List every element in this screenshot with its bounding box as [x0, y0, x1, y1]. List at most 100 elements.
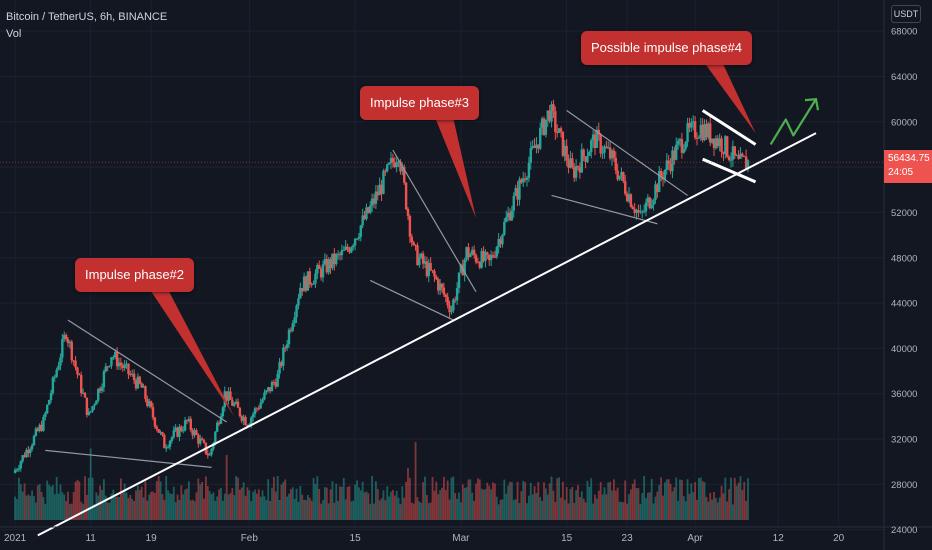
candle-body	[420, 253, 423, 258]
volume-bar	[305, 500, 307, 520]
volume-bar	[560, 497, 562, 520]
volume-bar	[408, 477, 411, 520]
volume-bar	[510, 482, 513, 520]
volume-bar	[720, 485, 723, 520]
candle-body	[646, 197, 650, 203]
candle-body	[63, 334, 66, 340]
candle-body	[274, 382, 277, 387]
candle-body	[244, 416, 247, 426]
volume-bar	[155, 480, 158, 520]
volume-bar	[548, 483, 551, 520]
candle-body	[403, 166, 406, 183]
volume-bar	[652, 503, 655, 520]
candle-body	[590, 140, 593, 152]
volume-bar	[114, 496, 117, 520]
currency-button[interactable]: USDT	[891, 5, 921, 23]
candle-body	[540, 118, 544, 128]
volume-bar	[724, 477, 727, 520]
price-tick-label: 32000	[891, 435, 917, 446]
volume-bar	[108, 502, 111, 520]
last-price-value: 56434.75	[888, 153, 930, 164]
volume-bar	[518, 503, 521, 520]
volume-bar	[728, 489, 731, 520]
volume-bar	[609, 481, 612, 520]
candle-body	[282, 347, 285, 366]
volume-indicator-label[interactable]: Vol	[6, 28, 22, 40]
volume-bar	[679, 479, 681, 520]
volume-bar	[361, 481, 364, 520]
volume-bar	[161, 493, 164, 520]
volume-bar	[289, 489, 292, 520]
volume-bar	[671, 491, 674, 520]
volume-bar	[306, 495, 309, 520]
price-tick-label: 64000	[891, 72, 917, 83]
volume-bar	[620, 501, 623, 520]
volume-bar	[367, 493, 370, 520]
volume-bar	[452, 476, 455, 520]
symbol-title[interactable]: Bitcoin / TetherUS, 6h, BINANCE	[6, 11, 168, 23]
candle-body	[593, 134, 597, 148]
candle-body	[59, 357, 62, 366]
volume-bar	[167, 490, 170, 520]
candle-body	[119, 362, 123, 366]
candle-body	[659, 170, 663, 178]
volume-bar	[656, 491, 659, 520]
candle-body	[457, 272, 461, 289]
callout-pointers	[150, 63, 756, 417]
candle-body	[289, 329, 293, 331]
candle-body	[386, 164, 389, 172]
volume-bar	[293, 498, 296, 520]
candle-body	[265, 390, 268, 393]
volume-bar	[544, 488, 547, 520]
volume-bar	[76, 479, 79, 520]
candle-body	[574, 166, 578, 178]
annotation-impulse-3[interactable]: Impulse phase#3	[360, 86, 480, 120]
volume-bar	[624, 480, 627, 520]
candle-body	[155, 426, 158, 430]
volume-bar	[231, 488, 234, 520]
volume-bar	[735, 485, 738, 520]
volume-bar	[350, 501, 353, 520]
candle-body	[535, 144, 538, 149]
volume-bar	[626, 503, 629, 520]
candle-body	[639, 211, 642, 213]
volume-bar	[465, 487, 468, 520]
volume-bar	[645, 498, 647, 520]
volume-bar	[204, 476, 207, 520]
annotation-impulse-2[interactable]: Impulse phase#2	[75, 258, 195, 292]
volume-bar	[603, 487, 606, 520]
candle-body	[684, 141, 687, 150]
volume-bar	[554, 502, 557, 520]
candle-body	[193, 430, 196, 436]
candle-body	[280, 362, 283, 366]
volume-bar	[573, 502, 576, 520]
volume-bar	[571, 486, 574, 520]
volume-bar	[422, 482, 425, 520]
candle-body	[359, 225, 362, 238]
candle-body	[240, 416, 243, 421]
volume-bar	[84, 476, 86, 520]
candle-body	[253, 408, 257, 415]
annotation-impulse-4[interactable]: Possible impulse phase#4	[581, 31, 753, 65]
volume-bar	[291, 487, 294, 520]
candle-body	[129, 374, 132, 376]
volume-bar	[27, 494, 30, 520]
candle-body	[257, 408, 260, 410]
price-tick-label: 36000	[891, 389, 917, 400]
volume-bar	[718, 497, 721, 520]
volume-bar	[709, 492, 712, 520]
candle-body	[416, 245, 419, 266]
candle-body	[427, 262, 430, 277]
candle-body	[418, 257, 421, 266]
candle-body	[514, 187, 517, 196]
volume-bar	[412, 503, 415, 520]
candle-body	[308, 271, 311, 284]
candle-body	[554, 111, 557, 132]
candle-body	[361, 215, 364, 226]
volume-bar	[505, 493, 508, 520]
candle-body	[627, 194, 631, 202]
candle-body	[200, 438, 204, 441]
candle-body	[729, 159, 733, 161]
volume-bar	[68, 504, 71, 520]
